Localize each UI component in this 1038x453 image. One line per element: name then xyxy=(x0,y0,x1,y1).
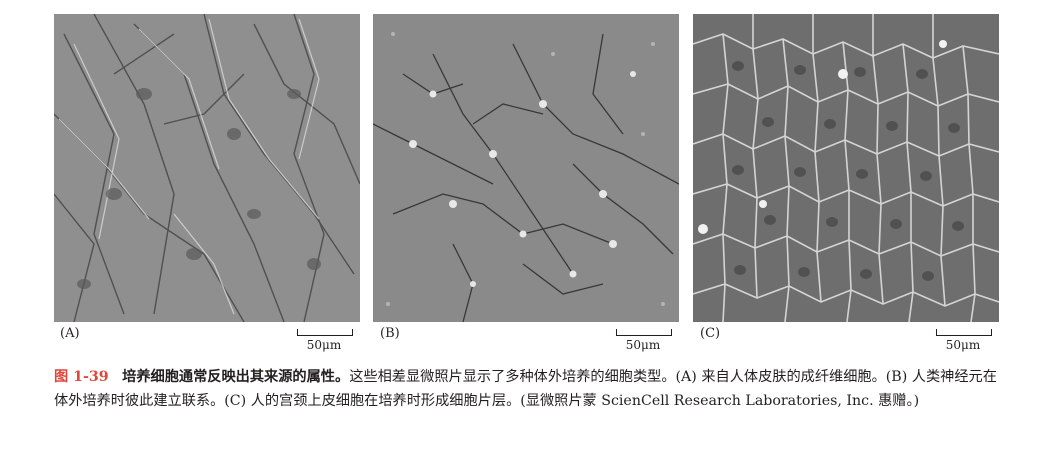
scale-bar-a xyxy=(297,329,353,336)
figure-caption-body: 这些相差显微照片显示了多种体外培养的细胞类型。(A) 来自人体皮肤的成纤维细胞。… xyxy=(54,369,997,409)
figure-number: 图 1-39 xyxy=(54,369,109,385)
panel-label-c: (C) xyxy=(700,326,721,341)
scale-bar-b xyxy=(616,329,672,336)
neuron-image xyxy=(373,14,679,322)
panel-label-b: (B) xyxy=(380,326,400,341)
panel-label-a: (A) xyxy=(60,326,80,341)
micrograph-c-epithelial-cells xyxy=(693,14,999,322)
scale-label-a: 50μm xyxy=(306,338,342,352)
scale-bar-c xyxy=(936,329,992,336)
scale-label-c: 50μm xyxy=(945,338,981,352)
micrograph-a-fibroblasts xyxy=(54,14,360,322)
figure-title: 培养细胞通常反映出其来源的属性。 xyxy=(122,369,350,385)
scale-label-b: 50μm xyxy=(625,338,661,352)
fibroblast-image xyxy=(54,14,360,322)
epithelial-image xyxy=(693,14,999,322)
figure-caption: 图 1-39 培养细胞通常反映出其来源的属性。这些相差显微照片显示了多种体外培养… xyxy=(54,365,1004,413)
micrograph-b-neurons xyxy=(373,14,679,322)
